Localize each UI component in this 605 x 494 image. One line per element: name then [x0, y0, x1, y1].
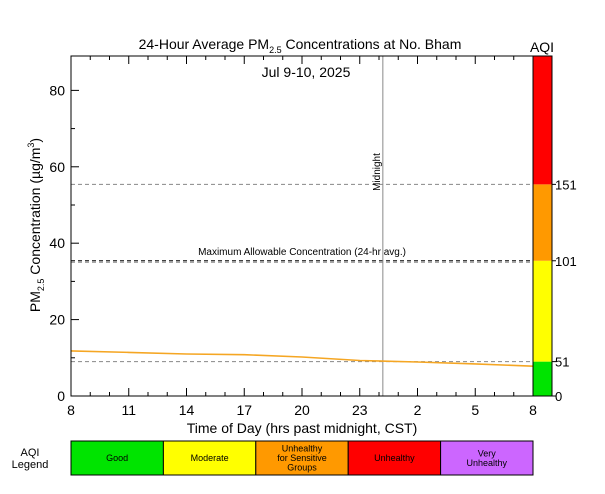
aqi-legend-swatch-4: [440, 440, 534, 476]
aqi-legend-label: Very: [478, 448, 497, 458]
y-tick-label: 20: [49, 312, 65, 328]
aqi-legend-swatch-0: [70, 440, 164, 476]
aqi-legend-label: Groups: [287, 463, 317, 473]
chart-subtitle: Jul 9-10, 2025: [262, 64, 351, 80]
y-tick-label: 0: [57, 388, 65, 404]
x-tick-label: 23: [352, 402, 368, 418]
x-tick-label: 8: [529, 402, 537, 418]
aqi-band-1: [533, 260, 552, 362]
y-tick-label: 40: [49, 235, 65, 251]
reference-lines: Maximum Allowable Concentration (24-hr a…: [71, 56, 533, 396]
aqi-band-2: [533, 184, 552, 261]
x-tick-label: 11: [121, 402, 136, 418]
aqi-band-0: [533, 361, 552, 396]
x-tick-label: 5: [471, 402, 479, 418]
y-tick-label: 80: [49, 82, 65, 98]
midnight-label: Midnight: [372, 153, 383, 191]
x-axis-label: Time of Day (hrs past midnight, CST): [187, 420, 418, 436]
plot-frame: [70, 55, 534, 397]
aqi-legend-label: for Sensitive: [277, 453, 327, 463]
aqi-legend-swatch-1: [162, 440, 257, 476]
series-layer: [70, 350, 534, 367]
aqi-band-3: [533, 56, 552, 185]
aqi-tick-label: 151: [555, 177, 577, 192]
reference-line-label: Maximum Allowable Concentration (24-hr a…: [198, 247, 406, 258]
aqi-legend-label: Unhealthy: [374, 453, 415, 463]
x-tick-label: 20: [294, 402, 310, 418]
y-axis-label: PM2.5 Concentration (µg/m3): [26, 138, 46, 312]
aqi-color-bar: 0 51 101 151: [532, 55, 577, 404]
aqi-tick-label: 101: [555, 254, 577, 269]
series-line-0: [70, 350, 534, 367]
aqi-legend-label: Good: [106, 453, 128, 463]
x-tick-label: 14: [179, 402, 195, 418]
chart-title: 24-Hour Average PM2.5 Concentrations at …: [139, 36, 462, 55]
x-tick-label: 2: [414, 402, 422, 418]
aqi-legend-label: Moderate: [191, 453, 229, 463]
x-tick-label: 8: [67, 402, 75, 418]
aqi-legend-swatch-3: [347, 440, 442, 476]
aqi-legend-title-line1: AQI: [21, 447, 40, 459]
y-tick-label: 60: [49, 159, 65, 175]
aqi-tick-label: 51: [555, 355, 569, 370]
aqi-bar-title: AQI: [530, 39, 554, 55]
x-tick-label: 17: [236, 402, 252, 418]
aqi-legend-label: Unhealthy: [282, 444, 323, 454]
aqi-legend-label: Unhealthy: [467, 458, 508, 468]
aqi-legend-title-line2: Legend: [12, 459, 49, 471]
aqi-tick-label: 0: [555, 389, 562, 404]
